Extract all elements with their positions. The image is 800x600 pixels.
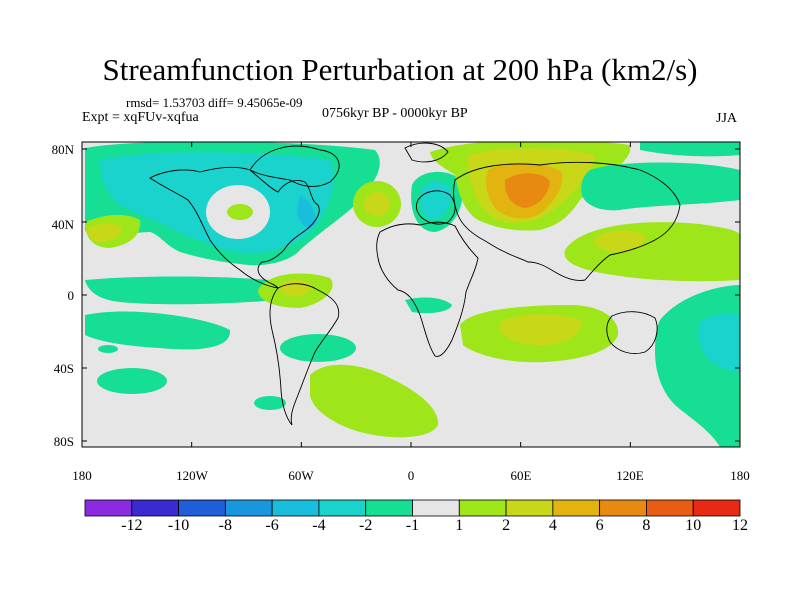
lon-label-180w: 180 — [72, 468, 92, 483]
colorbar-swatch — [599, 499, 647, 517]
colorbar-tick-label: 12 — [732, 517, 748, 534]
lat-label-40n: 40N — [51, 217, 74, 232]
colorbar-tick-label: 1 — [455, 517, 464, 534]
contour-region-neg1 — [85, 276, 294, 305]
colorbar-tick-label: 10 — [685, 517, 702, 534]
contour-region-pos1 — [227, 204, 253, 220]
contour-region-pos1 — [310, 364, 439, 438]
colorbar-swatch — [552, 499, 601, 517]
lat-label-80s: 80S — [53, 434, 74, 449]
contour-region-neg1 — [640, 142, 740, 157]
rmsd-text: rmsd= 1.53703 diff= 9.45065e-09 — [126, 95, 303, 110]
colorbar-swatch — [365, 499, 413, 517]
lat-label-80n: 80N — [51, 142, 74, 157]
colorbar-swatch — [458, 499, 507, 517]
contour-region-neg2 — [420, 181, 452, 220]
contour-region-neg3 — [297, 195, 316, 228]
contour-region-pos2 — [500, 314, 581, 346]
lat-label-eq: 0 — [67, 288, 75, 303]
lat-label-40s: 40S — [53, 361, 74, 376]
contour-region-neg1 — [97, 368, 167, 394]
contour-region-pos2 — [87, 223, 122, 242]
colorbar-tick-label: -6 — [265, 517, 279, 534]
colorbar-swatch — [318, 499, 367, 517]
colorbar — [84, 499, 741, 517]
colorbar-swatch — [692, 499, 741, 517]
contour-region-neg2 — [698, 313, 740, 372]
colorbar-tick-label: -10 — [167, 517, 190, 534]
experiment-label: Expt = xqFUv-xqfua — [82, 110, 199, 125]
colorbar-tick-label: -1 — [405, 517, 420, 534]
colorbar-tick-label: -8 — [218, 517, 233, 534]
contour-region-neg1 — [85, 311, 231, 350]
contour-region-pos4 — [504, 173, 550, 208]
lon-label-120w: 120W — [176, 468, 208, 483]
contour-region-pos2 — [594, 230, 645, 252]
lon-label-120e: 120E — [616, 468, 644, 483]
colorbar-swatch — [646, 499, 694, 517]
lon-label-0: 0 — [407, 468, 415, 483]
contour-region-neg1 — [98, 345, 118, 353]
contour-region-pos2 — [364, 192, 390, 216]
colorbar-swatch — [224, 499, 273, 517]
page-title: Streamfunction Perturbation at 200 hPa (… — [102, 52, 698, 87]
period-label: 0756kyr BP - 0000kyr BP — [322, 106, 468, 121]
colorbar-tick-label: -4 — [312, 517, 326, 534]
contour-region-neg1 — [405, 297, 452, 314]
lon-label-60e: 60E — [510, 468, 532, 483]
axis-ticks — [81, 142, 741, 447]
colorbar-tick-label: 6 — [595, 517, 604, 534]
coastlines — [149, 142, 681, 426]
season-label: JJA — [716, 111, 738, 126]
colorbar-swatch — [131, 499, 179, 517]
colorbar-tick-label: 2 — [502, 517, 511, 534]
colorbar-tick-label: -2 — [359, 517, 373, 534]
map-field — [82, 142, 740, 447]
contour-region-neg1 — [581, 162, 740, 211]
contour-region-neg1 — [254, 396, 286, 410]
lon-label-180e: 180 — [730, 468, 750, 483]
colorbar-tick-label: -12 — [121, 517, 143, 534]
colorbar-swatch — [178, 499, 226, 517]
colorbar-swatch — [271, 499, 320, 517]
colorbar-swatch — [505, 499, 554, 517]
colorbar-tick-label: 8 — [642, 517, 651, 534]
colorbar-swatch — [412, 499, 460, 517]
lon-label-60w: 60W — [288, 468, 314, 483]
colorbar-swatch — [84, 499, 133, 517]
colorbar-tick-label: 4 — [548, 517, 557, 534]
